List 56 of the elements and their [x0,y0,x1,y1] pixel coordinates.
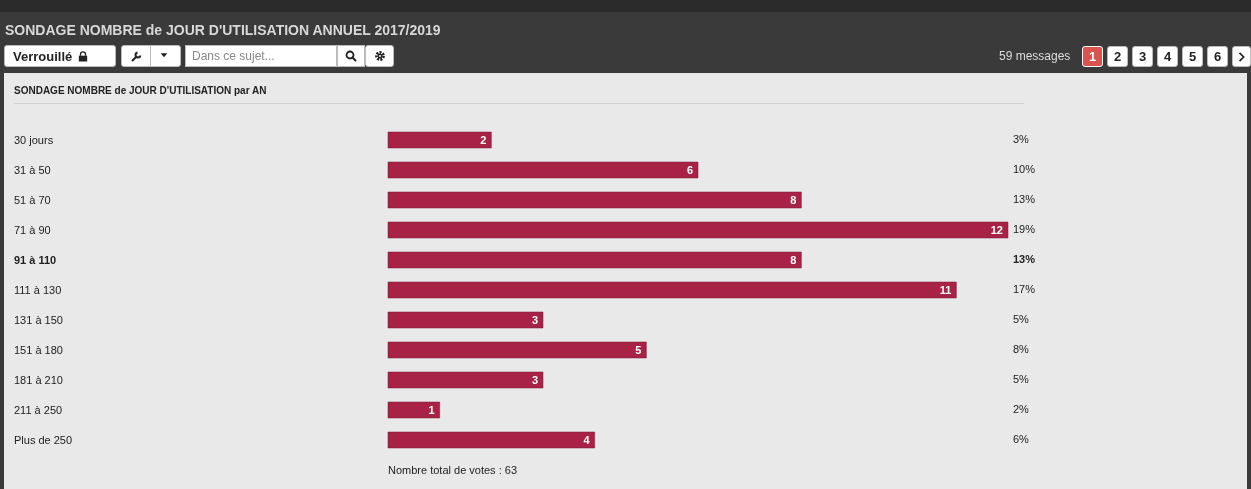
bar [387,221,1009,239]
bar [387,191,802,209]
text: SONDAGE NOMBRE de JOUR D'UTILISATION par AN [14,85,267,96]
text: 2% [1013,403,1029,415]
text: 5 [1182,46,1203,67]
y-tick-label: 181 à 210 [14,374,63,386]
text: 3 [1132,46,1153,67]
y-tick-label: 31 à 50 [14,164,51,176]
bar [387,131,492,149]
y-tick-label: 131 à 150 [14,314,63,326]
data-label: 1 [428,403,435,416]
text: 13% [1013,193,1036,205]
bar [387,311,544,329]
data-label: 6 [686,163,693,176]
data-label: 5 [635,343,642,356]
text: 4 [1157,46,1178,67]
bar [387,251,802,269]
data-label: 4 [583,433,591,446]
text: 5% [1013,373,1029,385]
bar [387,161,699,179]
bar [387,371,544,389]
y-tick-label: 51 à 70 [14,194,51,206]
data-label: 3 [531,313,538,326]
data-label: 11 [939,283,952,296]
text: 1 [1082,46,1103,67]
text: 2 [1107,46,1128,67]
text: Verrouillé [4,45,116,67]
y-tick-label: 71 à 90 [14,224,51,236]
text: 10% [1013,163,1036,175]
y-tick-label: 111 à 130 [14,284,62,296]
bar [387,401,440,419]
text: 5% [1013,313,1029,325]
text: SONDAGE NOMBRE de JOUR D'UTILISATION ANNUEL 2017/2019 [5,22,441,38]
text: 19% [1013,223,1036,235]
text: 59 messages [999,49,1071,63]
text: 6 [1207,46,1228,67]
bar [387,431,595,449]
data-label: 3 [531,373,538,386]
data-label: 8 [790,253,797,266]
data-label: 2 [480,133,487,146]
bar [387,341,647,359]
data-label: 8 [790,193,797,206]
text: 3% [1013,133,1029,145]
data-label: 12 [990,223,1003,236]
text: 6% [1013,433,1029,445]
y-tick-label: Plus de 250 [14,434,73,446]
text: Nombre total de votes : 63 [388,464,518,476]
y-tick-label: 211 à 250 [14,404,63,416]
y-tick-label: 91 à 110 [14,254,57,266]
bar [387,281,957,299]
text: 8% [1013,343,1029,355]
text: 13% [1013,253,1036,265]
y-tick-label: 151 à 180 [14,344,63,356]
text: 17% [1013,283,1036,295]
text: Dans ce sujet... [185,45,337,67]
y-tick-label: 30 jours [14,134,54,146]
